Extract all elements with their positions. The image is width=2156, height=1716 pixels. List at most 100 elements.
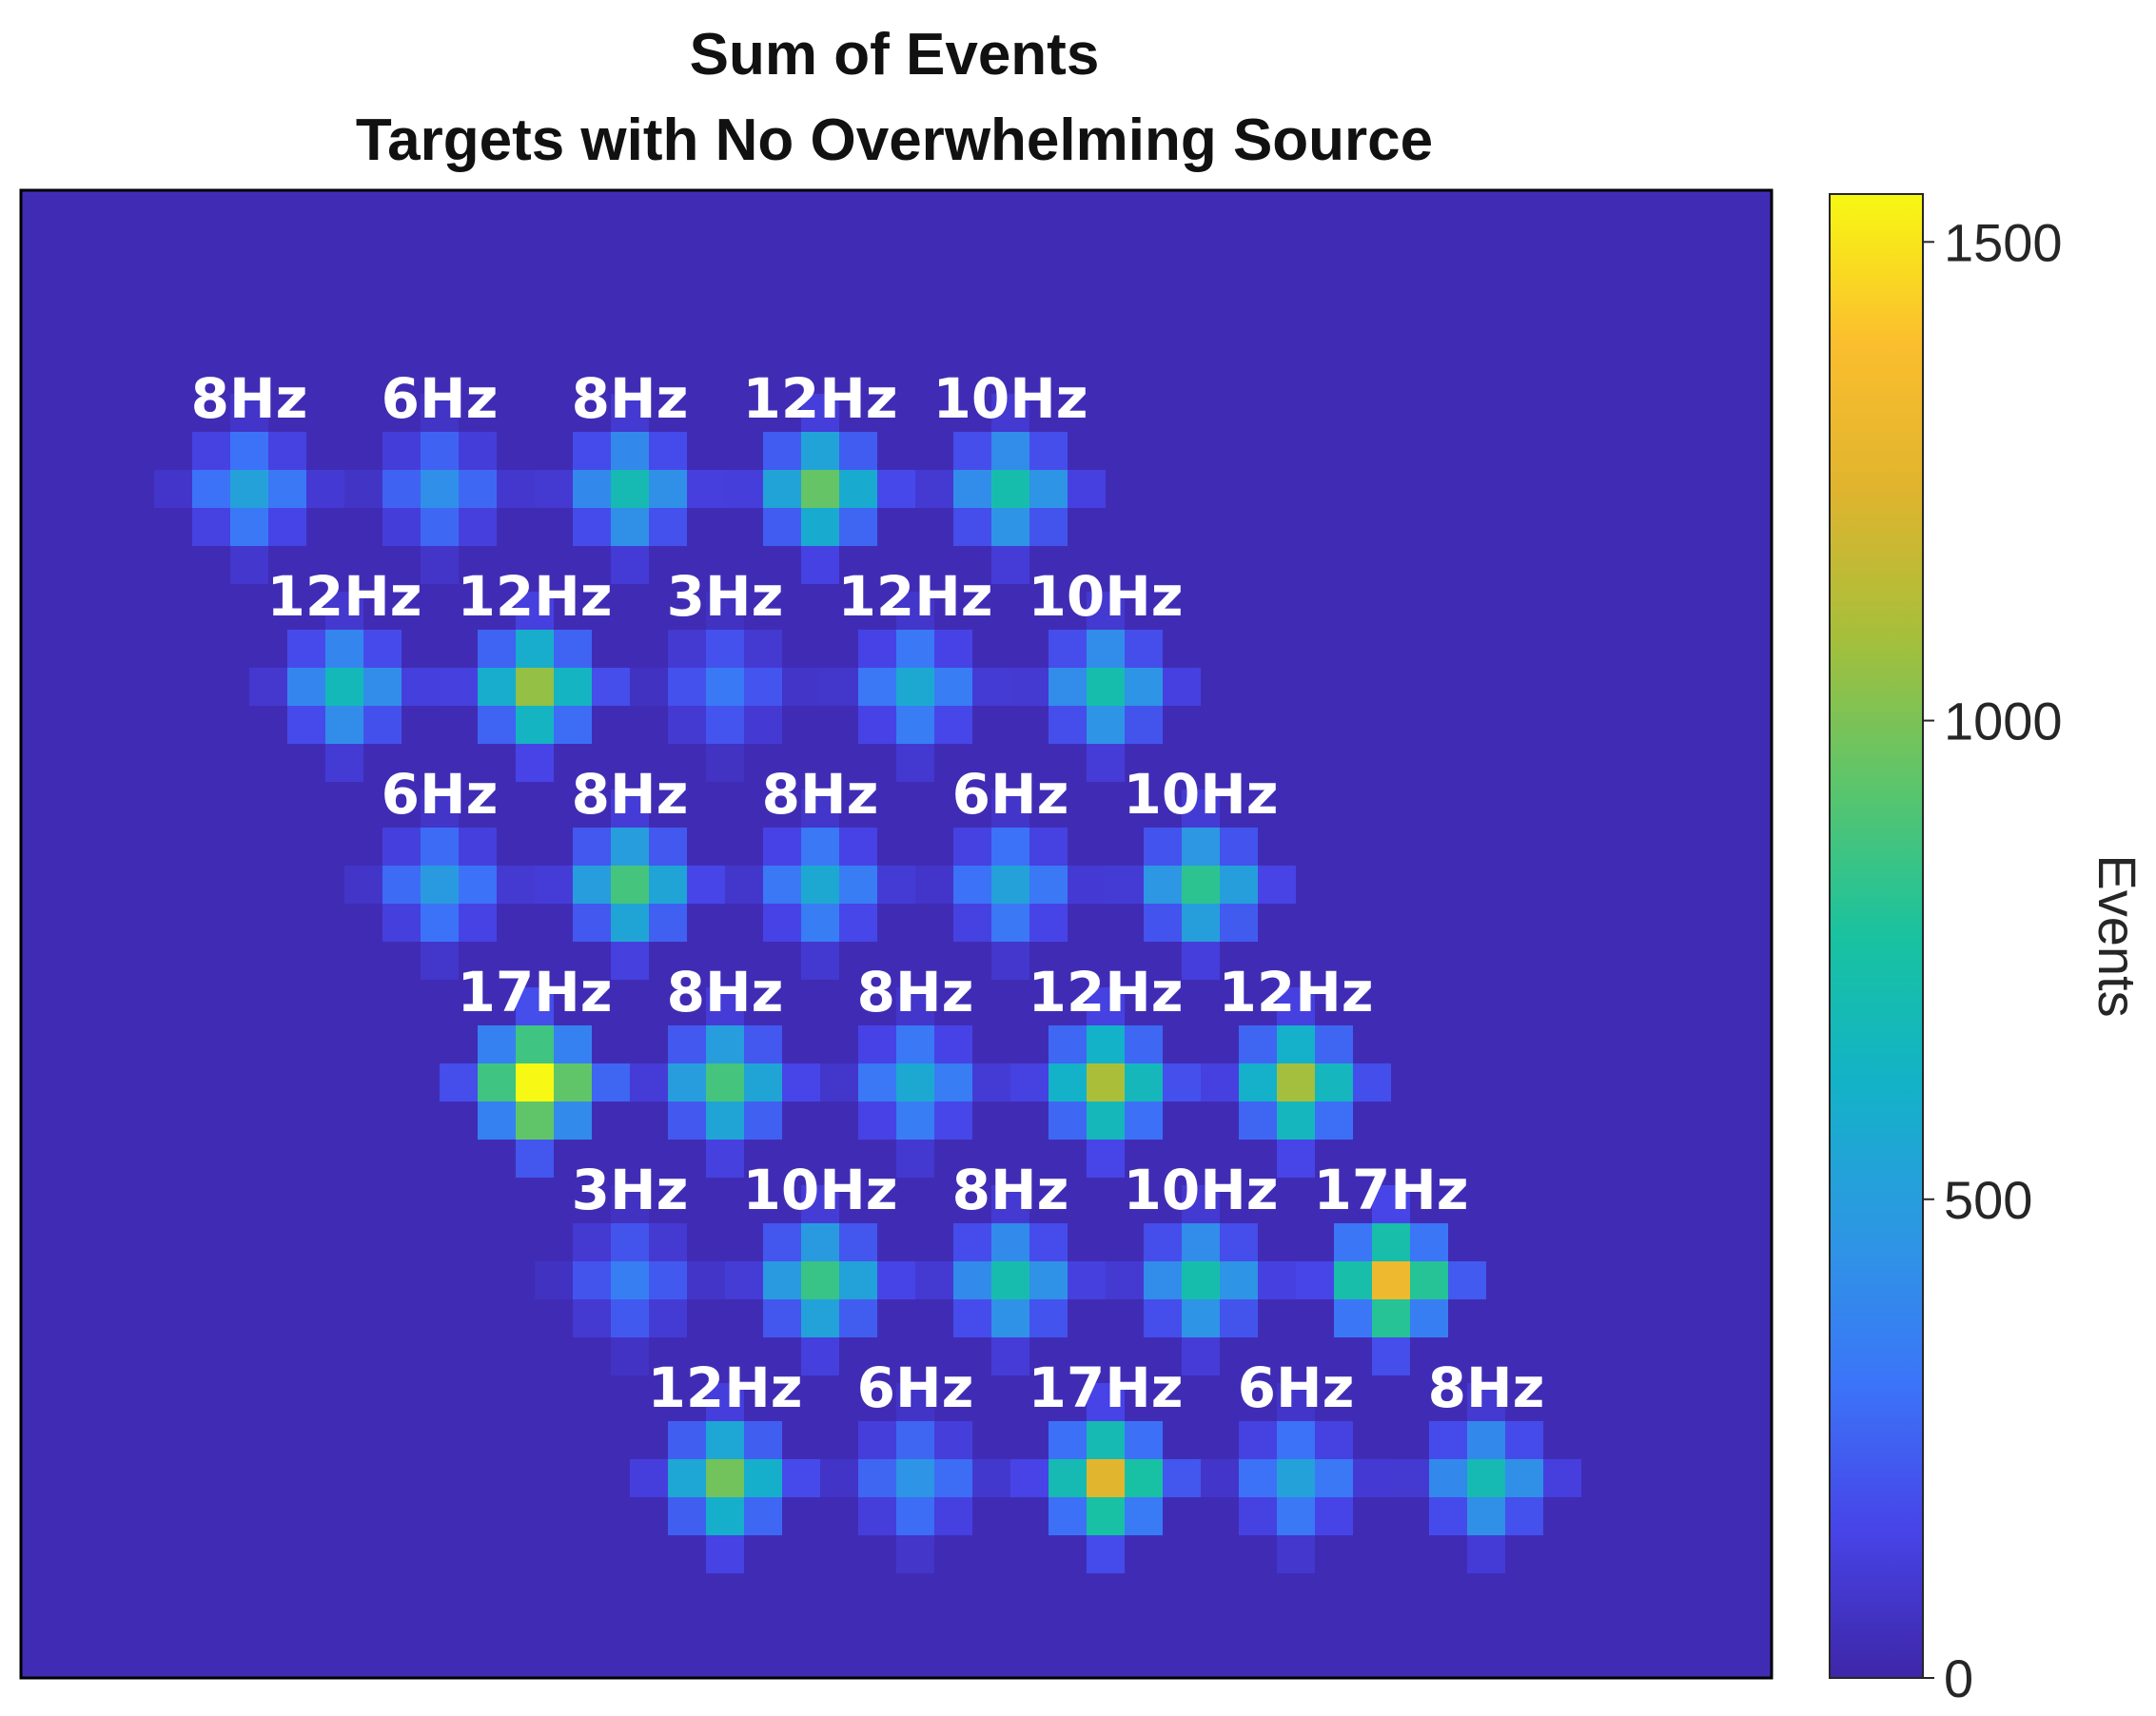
heatmap-cell: [1087, 1063, 1125, 1102]
heatmap-cell: [991, 432, 1029, 470]
heatmap-cell: [1106, 866, 1144, 904]
heatmap-cell: [1220, 1261, 1258, 1299]
heatmap-cell: [1467, 1383, 1505, 1421]
heatmap-cell: [268, 432, 306, 470]
heatmap-cell: [668, 1421, 706, 1459]
heatmap-cell: [1353, 1063, 1391, 1102]
heatmap-cell: [1410, 1261, 1448, 1299]
heatmap-cell: [554, 630, 592, 668]
heatmap-cell: [782, 1459, 820, 1497]
heatmap-cell: [1144, 1261, 1182, 1299]
heatmap-cell: [1144, 904, 1182, 942]
heatmap-cell: [1239, 1459, 1277, 1497]
heatmap-cell: [287, 668, 325, 706]
heatmap-cell: [839, 1261, 877, 1299]
heatmap-cell: [1010, 668, 1049, 706]
heatmap-cell: [421, 866, 459, 904]
frequency-label: 8Hz: [952, 1158, 1069, 1222]
heatmap-cell: [1068, 470, 1106, 508]
heatmap-area: [21, 190, 1772, 1678]
heatmap-cell: [1448, 1261, 1486, 1299]
heatmap-cell: [1125, 630, 1163, 668]
heatmap-cell: [421, 394, 459, 432]
heatmap-cell: [687, 470, 725, 508]
heatmap-cell: [896, 987, 934, 1025]
heatmap-cell: [801, 904, 839, 942]
heatmap-cell: [1182, 1337, 1220, 1375]
heatmap-cell: [953, 432, 991, 470]
heatmap-cell: [1258, 866, 1296, 904]
heatmap-cell: [972, 1063, 1010, 1102]
heatmap-cell: [516, 706, 554, 744]
heatmap-cell: [801, 828, 839, 866]
heatmap-cell: [744, 630, 782, 668]
heatmap-cell: [1125, 1102, 1163, 1140]
heatmap-cell: [801, 1299, 839, 1337]
heatmap-cell: [478, 630, 516, 668]
heatmap-cell: [1334, 1299, 1372, 1337]
heatmap-cell: [611, 790, 649, 828]
heatmap-cell: [1049, 1459, 1087, 1497]
heatmap-cell: [953, 1261, 991, 1299]
heatmap-cell: [1277, 1063, 1315, 1102]
heatmap-cell: [934, 1497, 972, 1535]
heatmap-cell: [1391, 1459, 1429, 1497]
heatmap-cell: [1087, 630, 1125, 668]
heatmap-cell: [516, 1140, 554, 1178]
heatmap-cell: [668, 1063, 706, 1102]
heatmap-cell: [421, 942, 459, 980]
heatmap-cell: [1258, 1261, 1296, 1299]
heatmap-cell: [991, 1261, 1029, 1299]
heatmap-cell: [611, 1337, 649, 1375]
heatmap-cell: [782, 668, 820, 706]
heatmap-cell: [459, 866, 497, 904]
heatmap-cell: [1125, 668, 1163, 706]
heatmap-cell: [991, 1337, 1029, 1375]
heatmap-cell: [1125, 1497, 1163, 1535]
heatmap-cell: [1182, 866, 1220, 904]
heatmap-cell: [896, 592, 934, 630]
heatmap-cell: [801, 546, 839, 584]
heatmap-cell: [478, 1063, 516, 1102]
heatmap-cell: [421, 508, 459, 546]
frequency-label: 12Hz: [457, 564, 612, 629]
heatmap-cell: [1049, 1497, 1087, 1535]
heatmap-cell: [896, 1063, 934, 1102]
heatmap-cell: [706, 1459, 744, 1497]
heatmap-cell: [516, 987, 554, 1025]
heatmap-cell: [953, 828, 991, 866]
heatmap-cell: [858, 1102, 896, 1140]
heatmap-cell: [801, 470, 839, 508]
heatmap-cell: [1010, 1459, 1049, 1497]
frequency-label: 17Hz: [457, 960, 612, 1024]
heatmap-cell: [554, 1102, 592, 1140]
heatmap-cell: [896, 1535, 934, 1573]
heatmap-cell: [1182, 790, 1220, 828]
heatmap-cell: [516, 668, 554, 706]
heatmap-cell: [896, 1497, 934, 1535]
heatmap-cell: [363, 668, 402, 706]
heatmap-cell: [801, 394, 839, 432]
heatmap-cell: [1315, 1063, 1353, 1102]
heatmap-cell: [763, 866, 801, 904]
heatmap-cell: [1087, 1535, 1125, 1573]
heatmap-cell: [1201, 1459, 1239, 1497]
heatmap-cell: [1029, 432, 1068, 470]
heatmap-cell: [611, 508, 649, 546]
heatmap-cell: [858, 1459, 896, 1497]
heatmap-cell: [1087, 1421, 1125, 1459]
heatmap-cell: [991, 508, 1029, 546]
heatmap-cell: [1087, 1025, 1125, 1063]
colorbar-tick-label: 1000: [1944, 692, 2063, 751]
heatmap-cell: [763, 828, 801, 866]
heatmap-frame: [19, 188, 1774, 1680]
heatmap-cell: [649, 508, 687, 546]
heatmap-cell: [611, 432, 649, 470]
heatmap-cell: [1125, 1421, 1163, 1459]
heatmap-cell: [554, 1025, 592, 1063]
heatmap-cell: [839, 432, 877, 470]
frequency-label: 8Hz: [572, 762, 689, 827]
heatmap-cell: [421, 546, 459, 584]
heatmap-cell: [230, 508, 268, 546]
heatmap-cell: [1277, 1140, 1315, 1178]
